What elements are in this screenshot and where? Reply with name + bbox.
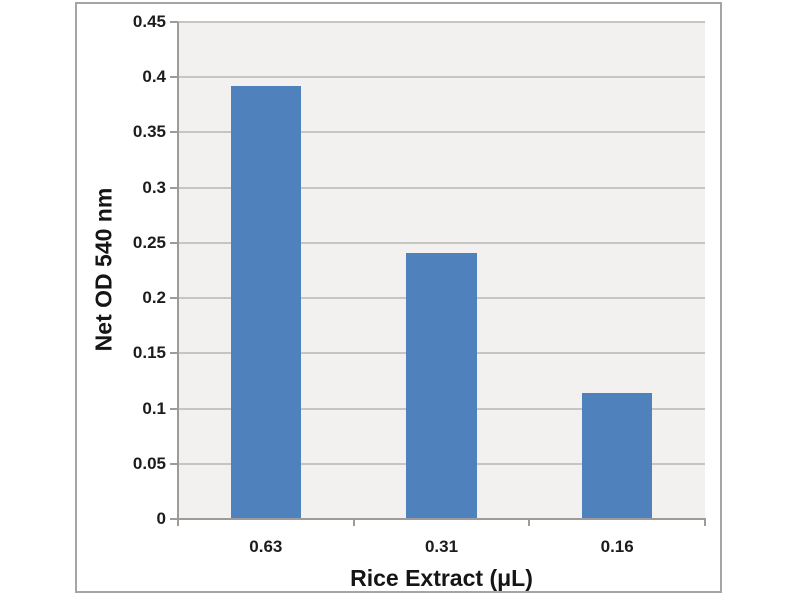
gridline (178, 21, 705, 23)
y-axis-tick (170, 186, 178, 189)
x-axis-title: Rice Extract (μL) (350, 565, 533, 591)
bar (406, 252, 477, 519)
y-axis-tick (170, 462, 178, 465)
y-tick-label: 0.2 (142, 288, 166, 308)
y-tick-label: 0.1 (142, 398, 166, 418)
gridline (178, 131, 705, 134)
y-tick-label: 0 (156, 509, 166, 528)
y-tick-label: 0.45 (132, 12, 166, 31)
y-tick-label: 0.4 (142, 67, 166, 87)
plot-area (178, 21, 705, 519)
bar (230, 86, 301, 519)
chart-frame: Net OD 540 nm Rice Extract (μL) 0 0.05 0.1… (75, 2, 722, 593)
y-axis-tick (170, 241, 178, 244)
gridline (178, 241, 705, 244)
x-tick-label: 0.63 (249, 537, 283, 556)
x-axis-tick (704, 519, 706, 526)
x-tick-label: 0.31 (424, 537, 459, 556)
gridline (178, 186, 705, 189)
y-tick-label: 0.35 (132, 122, 166, 142)
y-tick-label: 0.05 (132, 453, 166, 473)
y-axis-tick (170, 297, 178, 300)
x-axis-line (177, 518, 706, 520)
x-axis-tick (352, 519, 355, 526)
y-axis-tick (170, 21, 178, 23)
bar (582, 393, 653, 519)
y-tick-label: 0.3 (142, 177, 166, 197)
y-axis-tick (170, 131, 178, 134)
y-tick-label: 0.15 (132, 343, 166, 363)
x-tick-label: 0.16 (600, 537, 634, 556)
y-axis-tick (170, 518, 178, 520)
y-axis-tick (170, 76, 178, 79)
gridline (178, 76, 705, 79)
y-axis-line (177, 22, 179, 526)
x-axis-tick (528, 519, 531, 526)
y-tick-label: 0.25 (132, 232, 166, 252)
y-axis-tick (170, 407, 178, 410)
y-axis-tick (170, 352, 178, 355)
